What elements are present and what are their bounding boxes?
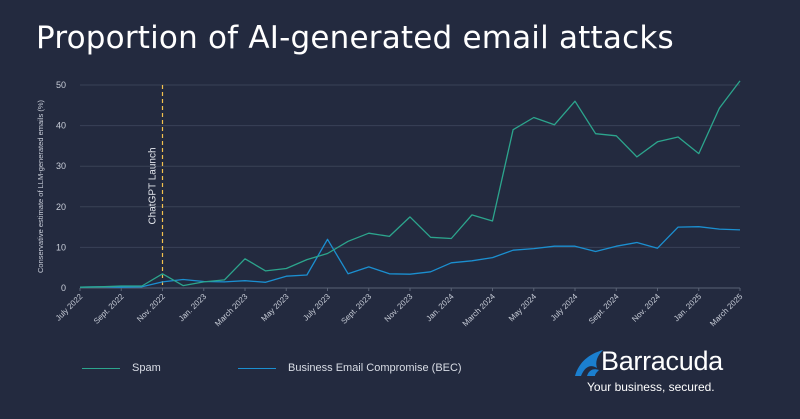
y-tick-label: 50 xyxy=(56,80,66,90)
x-tick-label: Sept. 2023 xyxy=(339,292,373,326)
x-tick-label: May 2023 xyxy=(259,292,291,324)
legend-label-spam: Spam xyxy=(132,362,161,374)
y-tick-label: 30 xyxy=(56,161,66,171)
legend-swatch-spam xyxy=(82,367,120,369)
x-tick-label: Sept. 2024 xyxy=(587,292,621,326)
x-tick-label: March 2023 xyxy=(213,292,250,329)
y-tick-label: 40 xyxy=(56,121,66,131)
series-line-bec xyxy=(79,226,741,288)
legend-item-bec: Business Email Compromise (BEC) xyxy=(238,362,462,374)
legend-label-bec: Business Email Compromise (BEC) xyxy=(288,362,462,374)
x-tick-label: July 2024 xyxy=(549,292,580,323)
x-tick-label: May 2024 xyxy=(507,292,539,324)
y-tick-label: 0 xyxy=(61,283,66,293)
brand-tagline: Your business, secured. xyxy=(587,380,715,394)
brand-logo: Barracuda Your business, secured. xyxy=(573,346,748,398)
x-tick-label: Jan. 2025 xyxy=(672,292,704,324)
y-tick-label: 10 xyxy=(56,242,66,252)
series-line-spam xyxy=(79,80,741,288)
x-tick-label: July 2022 xyxy=(54,292,85,323)
y-axis-label: Conservative estimate of LLM-generated e… xyxy=(36,100,45,273)
x-tick-label: Sept. 2022 xyxy=(92,292,126,326)
x-tick-label: Nov. 2024 xyxy=(630,292,662,324)
legend-item-spam: Spam xyxy=(82,362,161,374)
y-tick-label: 20 xyxy=(56,202,66,212)
chatgpt-launch-label: ChatGPT Launch xyxy=(148,147,159,224)
x-tick-label: March 2025 xyxy=(708,292,745,329)
x-tick-label: March 2024 xyxy=(461,292,498,329)
x-tick-label: Nov. 2022 xyxy=(135,292,167,324)
page-title: Proportion of AI-generated email attacks xyxy=(36,20,674,56)
x-tick-label: Jan. 2023 xyxy=(177,292,209,324)
x-tick-label: Jan. 2024 xyxy=(424,292,456,324)
legend-swatch-bec xyxy=(238,367,276,369)
x-tick-label: July 2023 xyxy=(301,292,332,323)
x-tick-label: Nov. 2023 xyxy=(383,292,415,324)
barracuda-wave-icon xyxy=(575,350,603,376)
brand-name: Barracuda xyxy=(601,346,723,376)
